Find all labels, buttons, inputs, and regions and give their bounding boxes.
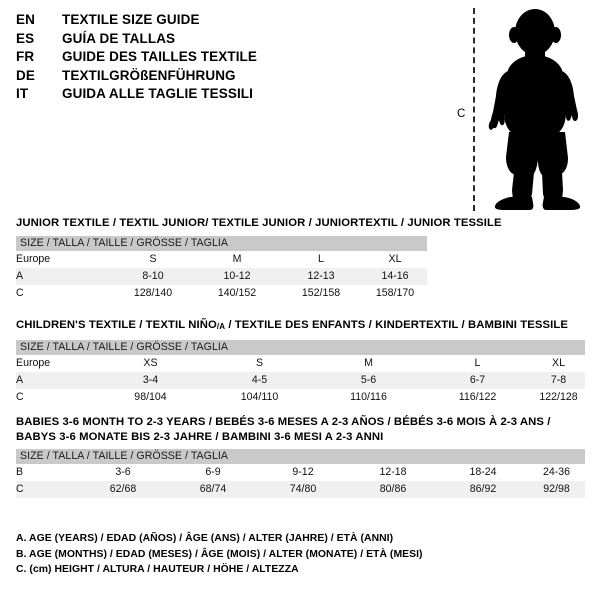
row-value: L <box>279 250 363 268</box>
language-row-it: IT GUIDA ALLE TAGLIE TESSILI <box>16 86 436 105</box>
band-label: SIZE / TALLA / TAILLE / GRÖSSE / TAGLIA <box>16 339 585 355</box>
table-row: C 62/68 68/74 74/80 80/86 86/92 92/98 <box>16 481 585 498</box>
row-value: 3-6 <box>78 464 168 481</box>
row-value: 68/74 <box>168 481 258 498</box>
heading-part-sub: /A <box>216 322 226 331</box>
language-title: GUÍA DE TALLAS <box>62 30 176 46</box>
band-label: SIZE / TALLA / TAILLE / GRÖSSE / TAGLIA <box>16 449 585 464</box>
row-value: 6-9 <box>168 464 258 481</box>
language-row-de: DE TEXTILGRÖßENFÜHRUNG <box>16 68 436 87</box>
legend-item-a: A. AGE (YEARS) / EDAD (AÑOS) / ÂGE (ANS)… <box>16 533 394 544</box>
row-value: M <box>314 354 423 372</box>
row-value: 128/140 <box>111 284 195 302</box>
row-value: 14-16 <box>363 267 427 285</box>
row-label: B <box>16 464 78 481</box>
junior-size-table: SIZE / TALLA / TAILLE / GRÖSSE / TAGLIA … <box>16 235 427 302</box>
section-heading-junior: JUNIOR TEXTILE / TEXTIL JUNIOR/ TEXTILE … <box>16 217 502 229</box>
row-value: M <box>195 250 279 268</box>
row-label: Europe <box>16 250 111 268</box>
language-row-fr: FR GUIDE DES TAILLES TEXTILE <box>16 49 436 68</box>
row-value: 10-12 <box>195 267 279 285</box>
language-row-en: EN TEXTILE SIZE GUIDE <box>16 12 436 31</box>
children-size-table: SIZE / TALLA / TAILLE / GRÖSSE / TAGLIA … <box>16 339 585 406</box>
row-value: 24-36 <box>528 464 585 481</box>
table-band-header: SIZE / TALLA / TAILLE / GRÖSSE / TAGLIA <box>16 449 585 464</box>
table-row: Europe XS S M L XL <box>16 354 585 372</box>
row-label: C <box>16 481 78 498</box>
row-value: 140/152 <box>195 284 279 302</box>
row-value: 80/86 <box>348 481 438 498</box>
row-value: 9-12 <box>258 464 348 481</box>
row-value: XL <box>363 250 427 268</box>
heading-part-pre: CHILDREN'S TEXTILE / TEXTIL NIÑO <box>16 319 217 331</box>
row-label: A <box>16 267 111 285</box>
language-code: DE <box>16 67 35 83</box>
heading-part-post: / TEXTILE DES ENFANTS / KINDERTEXTIL / B… <box>225 319 569 331</box>
row-value: 98/104 <box>96 388 205 406</box>
language-title: TEXTILGRÖßENFÜHRUNG <box>62 67 236 83</box>
row-value: 116/122 <box>423 388 532 406</box>
row-label: C <box>16 284 111 302</box>
legend-item-b: B. AGE (MONTHS) / EDAD (MESES) / ÂGE (MO… <box>16 548 423 560</box>
table-row: B 3-6 6-9 9-12 12-18 18-24 24-36 <box>16 464 585 481</box>
row-value: S <box>205 354 314 372</box>
language-title-list: EN TEXTILE SIZE GUIDE ES GUÍA DE TALLAS … <box>16 12 436 105</box>
table-row: C 98/104 104/110 110/116 116/122 122/128 <box>16 388 585 406</box>
table-row: Europe S M L XL <box>16 250 427 268</box>
row-value: 158/170 <box>363 284 427 302</box>
table-band-header: SIZE / TALLA / TAILLE / GRÖSSE / TAGLIA <box>16 235 427 251</box>
row-value: XS <box>96 354 205 372</box>
row-value: XL <box>532 354 585 372</box>
row-value: 12-13 <box>279 267 363 285</box>
row-value: 6-7 <box>423 371 532 389</box>
row-value: S <box>111 250 195 268</box>
row-value: 152/158 <box>279 284 363 302</box>
band-label: SIZE / TALLA / TAILLE / GRÖSSE / TAGLIA <box>16 235 427 251</box>
row-value: 62/68 <box>78 481 168 498</box>
table-band-header: SIZE / TALLA / TAILLE / GRÖSSE / TAGLIA <box>16 339 585 355</box>
row-label: C <box>16 388 96 406</box>
row-value: 4-5 <box>205 371 314 389</box>
language-title: GUIDA ALLE TAGLIE TESSILI <box>62 86 253 101</box>
row-value: 92/98 <box>528 481 585 498</box>
row-value: 3-4 <box>96 371 205 389</box>
babies-size-table: SIZE / TALLA / TAILLE / GRÖSSE / TAGLIA … <box>16 449 585 498</box>
height-measurement-diagram: C <box>440 4 600 214</box>
table-row: A 8-10 10-12 12-13 14-16 <box>16 267 427 285</box>
row-label: Europe <box>16 354 96 372</box>
row-value: L <box>423 354 532 372</box>
table-row: C 128/140 140/152 152/158 158/170 <box>16 284 427 302</box>
language-title: GUIDE DES TAILLES TEXTILE <box>62 49 258 64</box>
measurement-legend: A. AGE (YEARS) / EDAD (AÑOS) / ÂGE (ANS)… <box>16 531 496 578</box>
height-dashed-guide-line <box>473 8 475 211</box>
language-code: EN <box>16 12 35 27</box>
row-value: 74/80 <box>258 481 348 498</box>
section-heading-babies-line1: BABIES 3-6 MONTH TO 2-3 YEARS / BEBÉS 3-… <box>16 416 551 428</box>
row-value: 8-10 <box>111 267 195 285</box>
toddler-silhouette-icon <box>488 9 581 210</box>
section-childrens-textile: CHILDREN'S TEXTILE / TEXTIL NIÑO/A / TEX… <box>16 318 585 406</box>
height-measure-label: C <box>457 108 466 120</box>
language-code: IT <box>16 86 29 101</box>
row-value: 12-18 <box>348 464 438 481</box>
table-row: A 3-4 4-5 5-6 6-7 7-8 <box>16 371 585 389</box>
row-value: 104/110 <box>205 388 314 406</box>
row-label: A <box>16 371 96 389</box>
row-value: 7-8 <box>532 371 585 389</box>
row-value: 5-6 <box>314 371 423 389</box>
section-junior-textile: JUNIOR TEXTILE / TEXTIL JUNIOR/ TEXTILE … <box>16 216 502 302</box>
language-code: FR <box>16 49 35 64</box>
row-value: 86/92 <box>438 481 528 498</box>
section-heading-children: CHILDREN'S TEXTILE / TEXTIL NIÑO/A / TEX… <box>16 318 585 335</box>
language-row-es: ES GUÍA DE TALLAS <box>16 31 436 50</box>
legend-item-c: C. (cm) HEIGHT / ALTURA / HAUTEUR / HÖHE… <box>16 564 299 575</box>
language-title: TEXTILE SIZE GUIDE <box>62 12 200 27</box>
section-babies-textile: BABIES 3-6 MONTH TO 2-3 YEARS / BEBÉS 3-… <box>16 415 585 498</box>
language-code: ES <box>16 30 35 46</box>
row-value: 18-24 <box>438 464 528 481</box>
section-heading-babies-line2: BABYS 3-6 MONATE BIS 2-3 JAHRE / BAMBINI… <box>16 430 384 443</box>
row-value: 122/128 <box>532 388 585 406</box>
row-value: 110/116 <box>314 388 423 406</box>
